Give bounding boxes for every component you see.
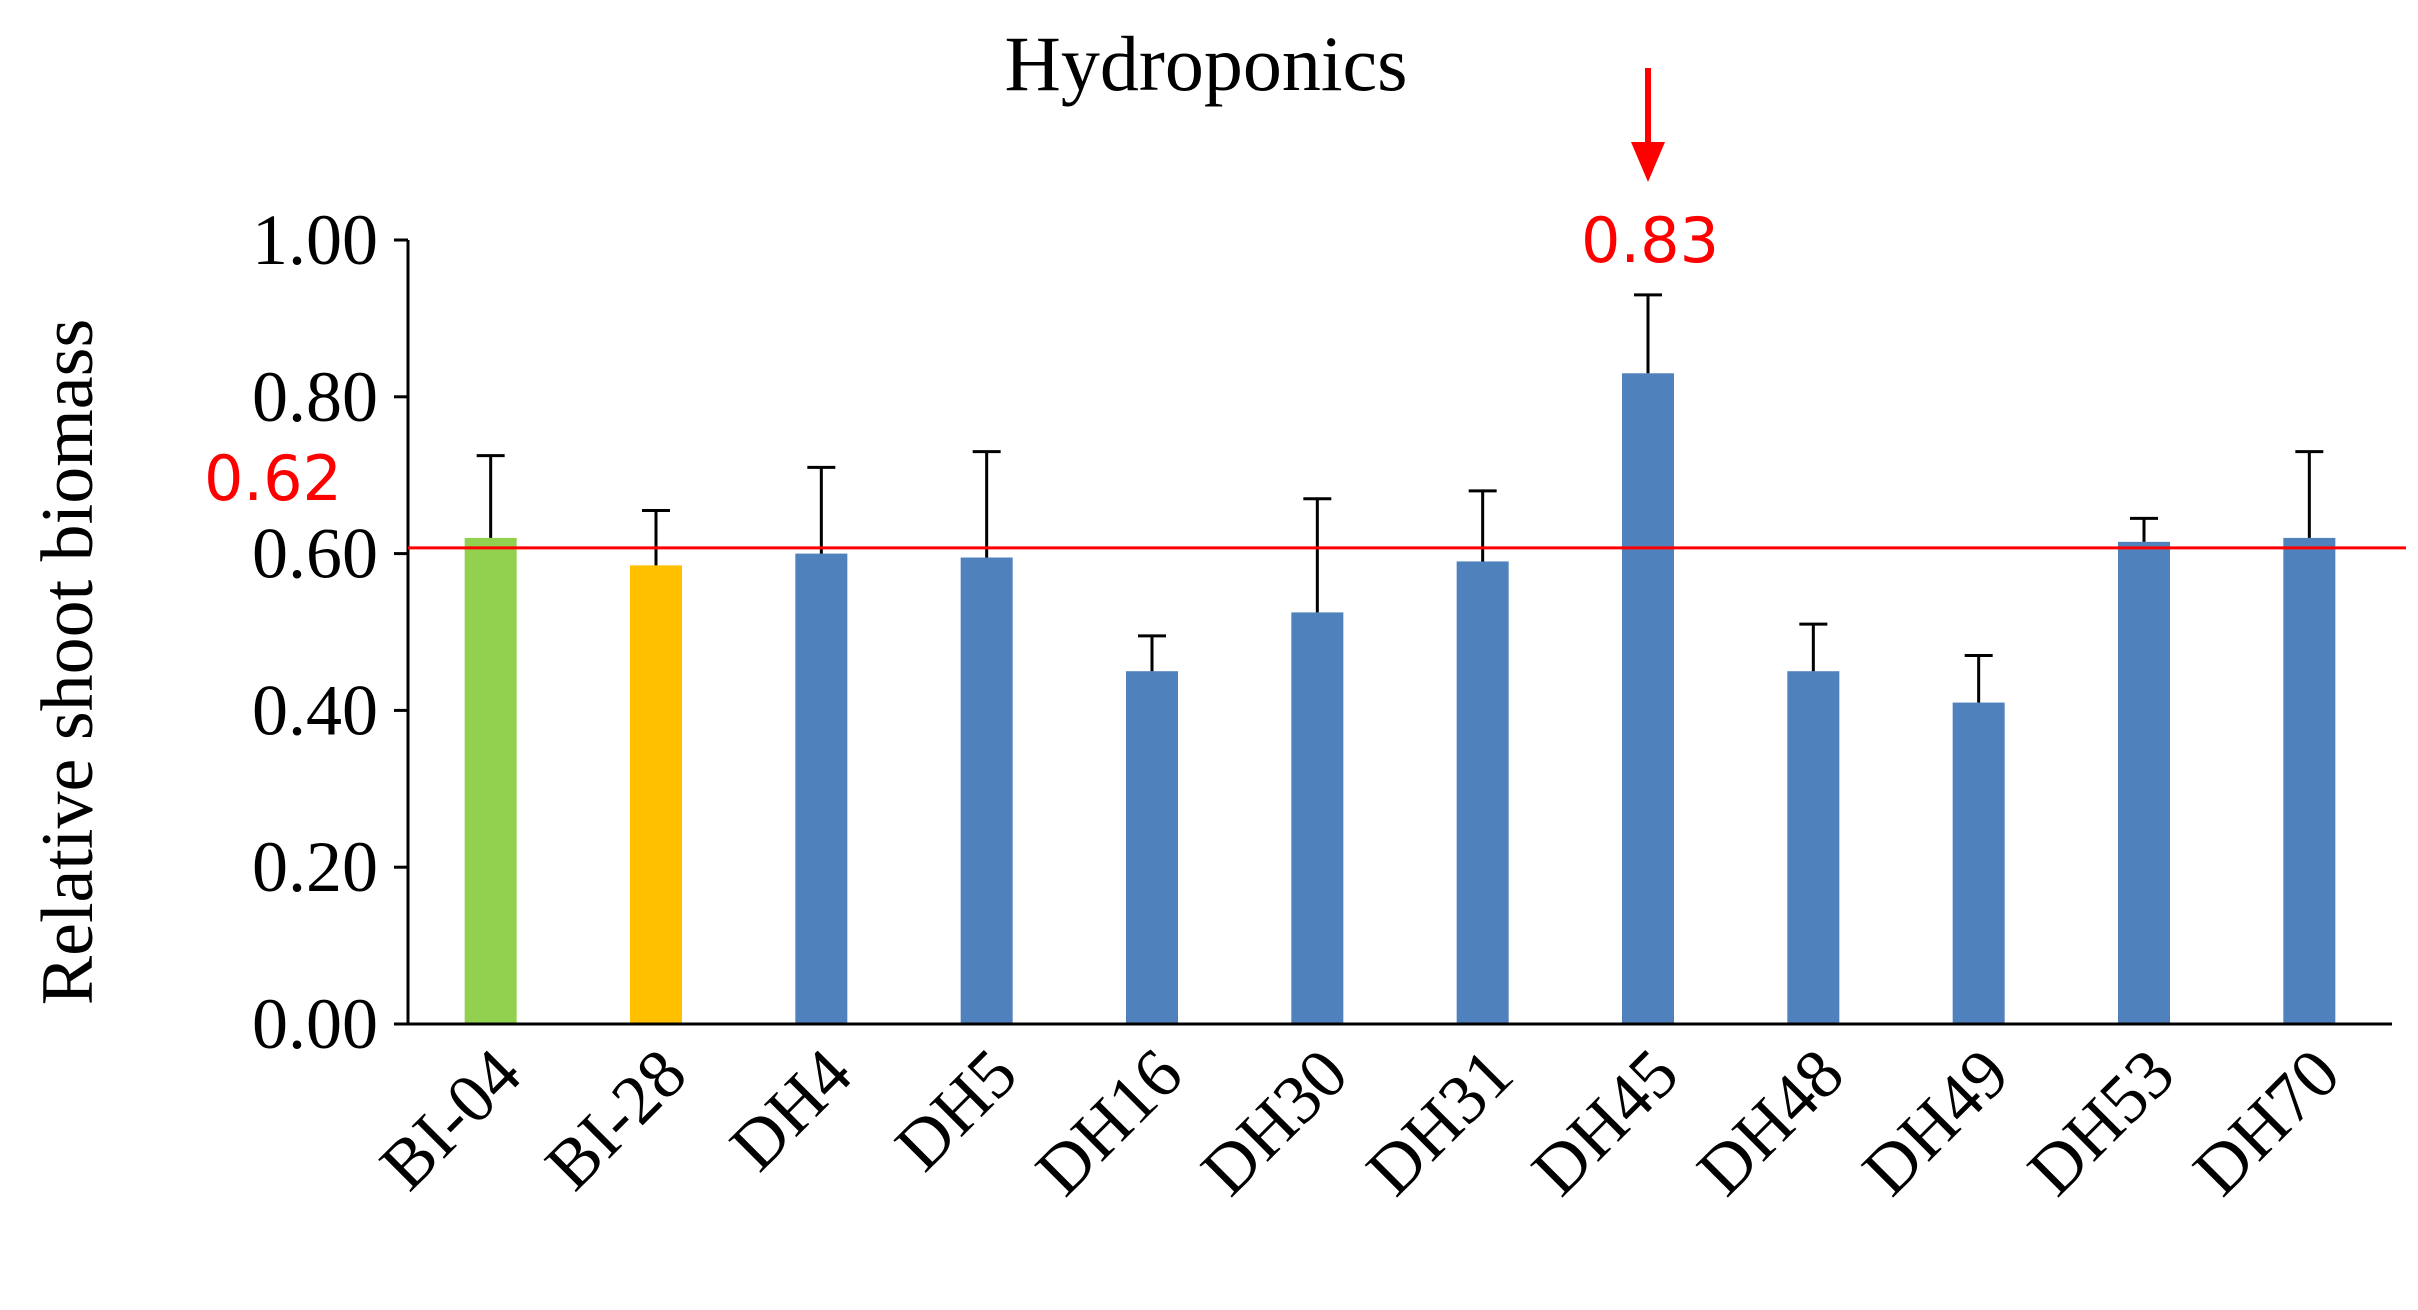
x-tick-label-dh16: DH16 <box>1022 1035 1197 1210</box>
highlight-value-label: 0.83 <box>1581 204 1719 277</box>
y-axis-ticks: 0.00 0.20 0.40 0.60 0.80 1.00 <box>252 200 408 1064</box>
error-bar-dh48 <box>1799 622 1828 672</box>
y-tick-label: 0.80 <box>252 357 378 437</box>
y-tick-label: 0.00 <box>252 984 378 1064</box>
bar-dh5 <box>960 557 1013 1024</box>
error-bar-dh45 <box>1634 293 1662 374</box>
y-tick-label: 0.20 <box>252 827 378 907</box>
bar-bi-04 <box>464 537 517 1024</box>
chart-title: Hydroponics <box>1005 20 1408 107</box>
y-axis-label: Relative shoot biomass <box>27 319 109 1006</box>
reference-line-label: 0.62 <box>204 442 342 515</box>
bar-dh45 <box>1622 373 1674 1024</box>
bar-dh30 <box>1291 612 1344 1024</box>
error-bar-dh49 <box>1964 654 1993 703</box>
x-tick-label-dh53: DH53 <box>2014 1035 2189 1210</box>
bar-dh4 <box>795 553 848 1024</box>
error-bar-bi-28 <box>642 508 670 566</box>
x-tick-label-dh30: DH30 <box>1187 1035 1362 1210</box>
bar-bi-28 <box>630 565 682 1024</box>
bar-dh31 <box>1456 561 1509 1024</box>
annotations: 0.62 0.83 <box>204 68 2406 550</box>
axes <box>406 240 2392 1026</box>
x-tick-label-dh48: DH48 <box>1683 1035 1858 1210</box>
x-tick-label-dh31: DH31 <box>1353 1035 1528 1210</box>
y-tick-label: 0.60 <box>252 514 378 594</box>
error-bar-dh5 <box>972 450 1001 558</box>
error-bar-dh70 <box>2295 450 2324 538</box>
x-tick-label-bi-04: BI-04 <box>366 1035 536 1205</box>
bar-dh16 <box>1126 671 1178 1024</box>
bar-dh53 <box>2118 541 2170 1024</box>
y-tick-label: 0.40 <box>252 670 378 750</box>
error-bar-dh53 <box>2130 516 2158 542</box>
bars <box>464 373 2336 1024</box>
x-tick-label-bi-28: BI-28 <box>531 1035 701 1205</box>
x-tick-label-dh49: DH49 <box>1849 1035 2024 1210</box>
error-bar-dh30 <box>1303 497 1332 613</box>
bar-dh70 <box>2283 537 2336 1024</box>
down-arrow-icon <box>1631 68 1665 182</box>
error-bar-dh31 <box>1468 489 1497 562</box>
x-tick-label-dh45: DH45 <box>1518 1035 1693 1210</box>
x-tick-label-dh4: DH4 <box>716 1035 867 1186</box>
x-tick-label-dh70: DH70 <box>2179 1035 2354 1210</box>
error-bars <box>476 293 2324 703</box>
bar-dh48 <box>1787 671 1840 1024</box>
x-tick-label-dh5: DH5 <box>881 1035 1032 1186</box>
error-bar-bi-04 <box>476 454 505 538</box>
bar-dh49 <box>1952 702 2005 1024</box>
y-tick-label: 1.00 <box>252 200 378 280</box>
error-bar-dh16 <box>1138 634 1166 672</box>
error-bar-dh4 <box>807 465 836 554</box>
